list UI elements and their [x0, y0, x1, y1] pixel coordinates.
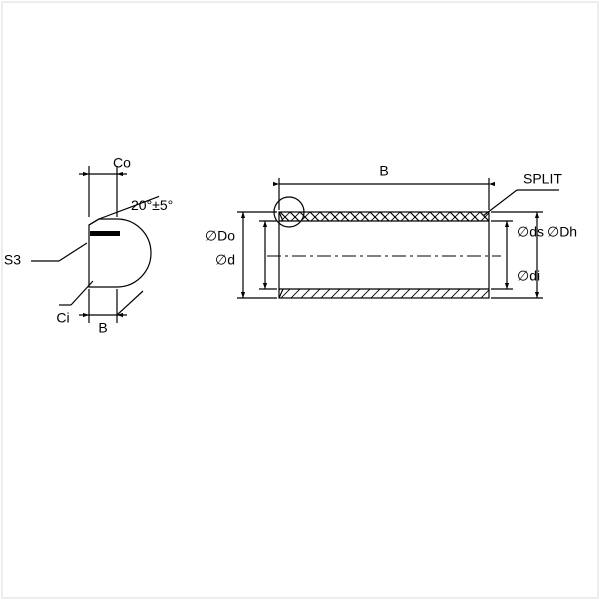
svg-text:∅Dh: ∅Dh [547, 224, 577, 240]
svg-text:B: B [98, 320, 107, 336]
svg-text:∅d: ∅d [215, 252, 235, 268]
svg-text:B: B [379, 163, 388, 179]
svg-text:20°±5°: 20°±5° [131, 197, 173, 213]
svg-text:∅ds: ∅ds [517, 224, 544, 240]
svg-text:Ci: Ci [56, 310, 69, 326]
svg-text:∅Do: ∅Do [205, 228, 235, 244]
svg-text:∅di: ∅di [517, 268, 540, 284]
svg-text:Co: Co [113, 155, 131, 171]
svg-text:SPLIT: SPLIT [523, 171, 562, 187]
svg-text:S3: S3 [4, 252, 21, 268]
